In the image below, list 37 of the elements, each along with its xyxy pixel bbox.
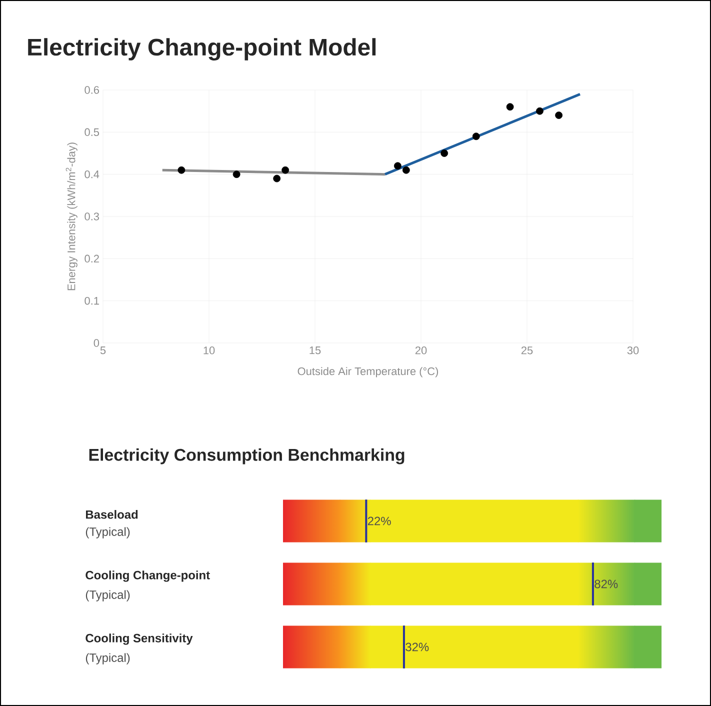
chart-title: Electricity Change-point Model [28, 38, 376, 60]
x-tick-label: 20 [415, 346, 427, 354]
point [506, 103, 514, 111]
x-axis-title: Outside Air Temperature (°C) [298, 367, 438, 378]
y-axis-title: Energy Intensity (kWh/m$^{2}$-day) [66, 142, 78, 290]
x-tick-label: 5 [100, 346, 106, 354]
y-tick-label: 0.5 [84, 128, 100, 136]
x-tick-label: 25 [521, 346, 533, 354]
x-tick-label: 30 [627, 346, 639, 354]
y-tick-label: 0.3 [84, 212, 100, 220]
text: (Typical) [86, 590, 130, 602]
point [178, 166, 186, 174]
text: (Typical) [86, 653, 130, 664]
category-label: Cooling Change-point [86, 570, 210, 582]
y-tick-label: 0 [94, 339, 100, 347]
data-label: 82% [594, 580, 618, 588]
point [273, 174, 281, 182]
x-tick-label: 15 [310, 346, 321, 354]
x-tick-label: 10 [204, 346, 215, 354]
point [472, 132, 480, 140]
y-tick-label: 0.4 [84, 170, 100, 178]
y-tick-label: 0.1 [84, 296, 99, 305]
text: (Typical) [86, 527, 130, 538]
data-label: 32% [406, 642, 429, 652]
point [232, 170, 240, 178]
category-label: Baseload [86, 510, 138, 519]
point [440, 150, 448, 157]
point [555, 112, 563, 119]
point [402, 166, 410, 174]
data-label: 22% [368, 516, 391, 526]
point [282, 166, 290, 174]
point [536, 107, 544, 115]
y-tick-label: 0.6 [84, 86, 100, 94]
y-tick-label: 0.2 [84, 254, 99, 263]
point [394, 162, 402, 170]
category-label: Cooling Sensitivity [86, 634, 193, 645]
text: Electricity Consumption Benchmarking [89, 448, 404, 464]
